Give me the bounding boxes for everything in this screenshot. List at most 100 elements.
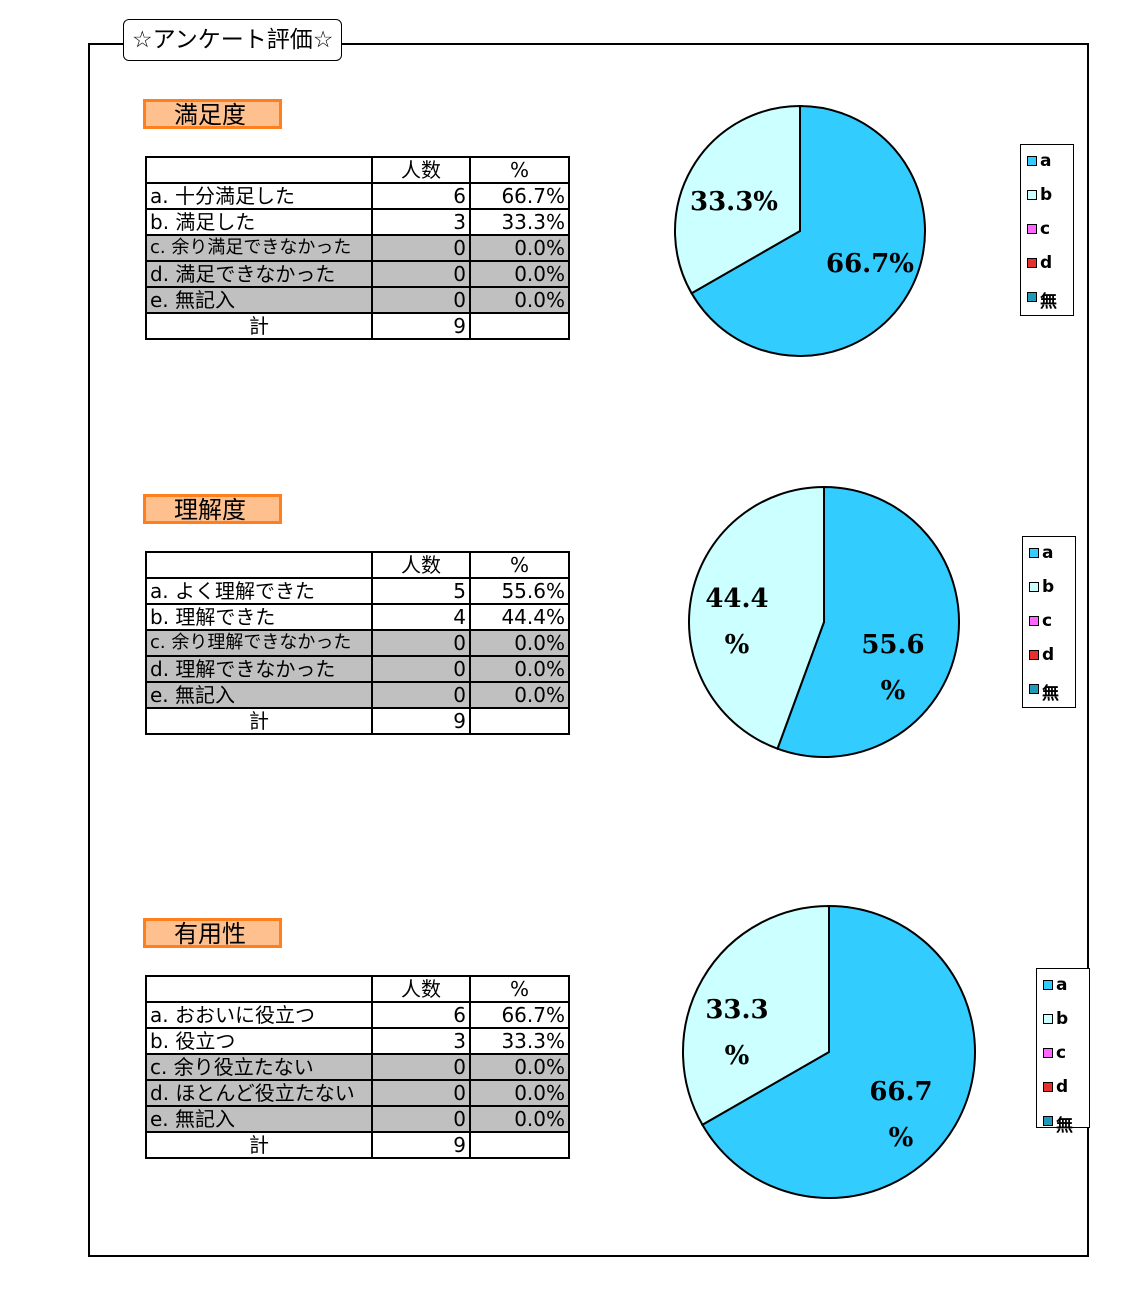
row-count: 0 xyxy=(371,1053,471,1081)
row-count: 5 xyxy=(371,577,471,605)
pie-data-label-a: 66.7% xyxy=(826,249,914,279)
row-label: b. 満足した xyxy=(145,208,373,236)
row-label: d. ほとんど役立たない xyxy=(145,1079,373,1107)
row-label: c. 余り満足できなかった xyxy=(145,234,373,262)
legend-label: 無 xyxy=(1042,684,1059,704)
pie-data-label-b: % xyxy=(725,1041,750,1071)
total-count: 9 xyxy=(371,707,471,735)
table-row: c. 余り理解できなかった 0 0.0% xyxy=(145,629,570,657)
row-percent: 44.4% xyxy=(469,603,570,631)
legend-swatch xyxy=(1027,258,1037,268)
table-header-row: 人数 % xyxy=(145,975,570,1003)
row-label: b. 役立つ xyxy=(145,1027,373,1055)
table-header-row: 人数 % xyxy=(145,156,570,184)
table-row: b. 役立つ 3 33.3% xyxy=(145,1027,570,1055)
row-label: d. 満足できなかった xyxy=(145,260,373,288)
legend-item-b: b xyxy=(1029,577,1075,611)
legend-swatch xyxy=(1029,582,1039,592)
header-percent: % xyxy=(469,551,570,579)
row-count: 0 xyxy=(371,629,471,657)
legend-swatch xyxy=(1043,980,1053,990)
row-count: 3 xyxy=(371,1027,471,1055)
pie-data-label-b: 33.3 xyxy=(705,995,768,1025)
section-title-satisfaction: 満足度 xyxy=(143,99,282,129)
header-percent: % xyxy=(469,156,570,184)
total-percent-blank xyxy=(469,1131,570,1159)
row-label: e. 無記入 xyxy=(145,681,373,709)
row-count: 0 xyxy=(371,286,471,314)
table-total-row: 計 9 xyxy=(145,707,570,735)
row-label: d. 理解できなかった xyxy=(145,655,373,683)
row-label: e. 無記入 xyxy=(145,1105,373,1133)
row-count: 0 xyxy=(371,655,471,683)
row-count: 0 xyxy=(371,681,471,709)
legend-item-d: d xyxy=(1027,253,1073,287)
legend-swatch xyxy=(1043,1116,1053,1126)
legend-swatch xyxy=(1027,190,1037,200)
legend-label: c xyxy=(1040,219,1051,239)
table-row: c. 余り満足できなかった 0 0.0% xyxy=(145,234,570,262)
legend-label: d xyxy=(1042,645,1055,665)
legend-item-c: c xyxy=(1027,219,1073,253)
legend-label: b xyxy=(1040,185,1053,205)
pie-chart-usefulness: 66.7% 33.3% xyxy=(682,904,976,1199)
legend-swatch xyxy=(1043,1048,1053,1058)
legend-label: a xyxy=(1042,543,1054,563)
legend-swatch xyxy=(1029,684,1039,694)
legend-swatch xyxy=(1027,224,1037,234)
header-blank xyxy=(145,156,373,184)
table-row: a. 十分満足した 6 66.7% xyxy=(145,182,570,210)
legend-swatch xyxy=(1043,1082,1053,1092)
pie-slice-a xyxy=(701,904,976,1199)
table-total-row: 計 9 xyxy=(145,312,570,340)
row-count: 0 xyxy=(371,234,471,262)
row-percent: 55.6% xyxy=(469,577,570,605)
total-label: 計 xyxy=(145,707,373,735)
legend-item-d: d xyxy=(1029,645,1075,679)
legend-label: a xyxy=(1056,975,1068,995)
table-usefulness: 人数 % a. おおいに役立つ 6 66.7% b. 役立つ 3 33.3% c… xyxy=(145,975,570,1159)
legend-swatch xyxy=(1029,548,1039,558)
legend-item-c: c xyxy=(1043,1043,1089,1077)
pie-chart-understanding: 55.6% 44.4% xyxy=(688,485,960,758)
legend-item-b: b xyxy=(1027,185,1073,219)
row-percent: 33.3% xyxy=(469,208,570,236)
row-percent: 0.0% xyxy=(469,1053,570,1081)
row-label: a. 十分満足した xyxy=(145,182,373,210)
table-row: d. 理解できなかった 0 0.0% xyxy=(145,655,570,683)
legend-swatch xyxy=(1029,616,1039,626)
row-count: 0 xyxy=(371,1079,471,1107)
row-label: c. 余り役立たない xyxy=(145,1053,373,1081)
total-percent-blank xyxy=(469,312,570,340)
legend-item-c: c xyxy=(1029,611,1075,645)
legend-item-a: a xyxy=(1043,975,1089,1009)
table-satisfaction: 人数 % a. 十分満足した 6 66.7% b. 満足した 3 33.3% c… xyxy=(145,156,570,340)
row-count: 6 xyxy=(371,182,471,210)
legend-label: c xyxy=(1042,611,1053,631)
row-label: c. 余り理解できなかった xyxy=(145,629,373,657)
row-percent: 66.7% xyxy=(469,1001,570,1029)
row-count: 6 xyxy=(371,1001,471,1029)
table-row: e. 無記入 0 0.0% xyxy=(145,1105,570,1133)
legend-label: c xyxy=(1056,1043,1067,1063)
row-count: 0 xyxy=(371,1105,471,1133)
pie-slice-b xyxy=(674,104,801,295)
legend-item-d: d xyxy=(1043,1077,1089,1111)
row-percent: 0.0% xyxy=(469,234,570,262)
pie-data-label-b: % xyxy=(725,630,750,660)
row-count: 4 xyxy=(371,603,471,631)
row-label: e. 無記入 xyxy=(145,286,373,314)
header-blank xyxy=(145,551,373,579)
table-row: d. ほとんど役立たない 0 0.0% xyxy=(145,1079,570,1107)
header-blank xyxy=(145,975,373,1003)
header-percent: % xyxy=(469,975,570,1003)
pie-slice-a xyxy=(776,485,960,758)
pie-slice-a xyxy=(690,104,926,357)
section-title-usefulness: 有用性 xyxy=(143,918,282,948)
row-percent: 0.0% xyxy=(469,286,570,314)
legend-label: 無 xyxy=(1040,292,1057,312)
header-count: 人数 xyxy=(371,551,471,579)
pie-data-label-a: 55.6 xyxy=(861,630,924,660)
total-count: 9 xyxy=(371,312,471,340)
